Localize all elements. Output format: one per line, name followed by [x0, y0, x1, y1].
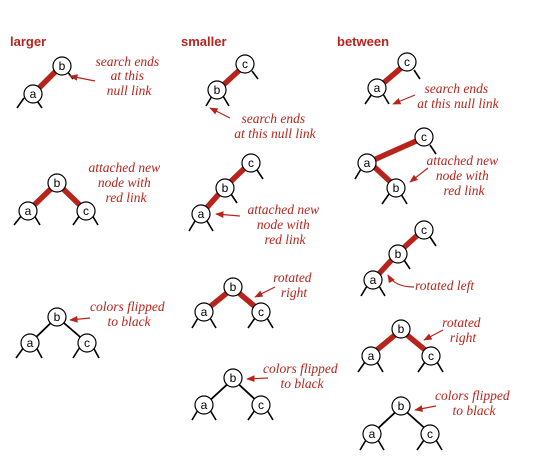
header-smaller: smaller	[181, 34, 227, 49]
annotation: rotated right	[442, 315, 484, 345]
node-key: c	[428, 349, 434, 363]
annotation: search ends at this null link	[96, 54, 163, 98]
smaller-step-3: b a c rotated right	[191, 270, 315, 329]
node-key: b	[398, 322, 405, 336]
node-key: b	[222, 181, 229, 195]
node-key: a	[364, 156, 371, 170]
annotation: attached new node with red link	[89, 160, 164, 205]
node-key: c	[84, 336, 90, 350]
node-key: a	[30, 87, 37, 101]
node-key: a	[27, 336, 34, 350]
smaller-step-4: b a c colors flipped to black	[191, 361, 341, 421]
larger-step-3: b a c colors flipped to black	[15, 299, 168, 359]
smaller-step-2: c b a attached new node with red link	[188, 153, 323, 247]
node-key: a	[25, 204, 32, 218]
node-key: c	[421, 130, 427, 144]
node-key: b	[214, 83, 221, 97]
annotation: rotated right	[273, 270, 315, 300]
node-key: b	[395, 247, 402, 261]
node-key: b	[230, 280, 237, 294]
header-between: between	[337, 34, 389, 49]
header-larger: larger	[10, 34, 46, 49]
node-key: c	[258, 305, 264, 319]
node-key: b	[54, 176, 61, 190]
node-key: c	[248, 156, 254, 170]
node-key: c	[258, 398, 264, 412]
node-key: a	[201, 305, 208, 319]
node-key: a	[201, 398, 208, 412]
node-key: a	[374, 81, 381, 95]
annotation: attached new node with red link	[427, 153, 502, 198]
node-key: b	[54, 310, 61, 324]
annotation: rotated left	[415, 278, 475, 293]
node-key: a	[369, 427, 376, 441]
node-key: b	[59, 59, 66, 73]
between-step-2: c a b attached new node with red link	[354, 127, 502, 205]
node-key: a	[368, 349, 375, 363]
larger-step-1: a b search ends at this null link	[16, 54, 163, 109]
annotation: search ends at this null link	[417, 81, 499, 111]
between-step-3: c b a rotated left	[360, 220, 475, 297]
node-key: a	[370, 273, 377, 287]
node-key: c	[404, 55, 410, 69]
larger-step-2: b a c attached new node with red link	[13, 160, 164, 226]
between-step-5: b a c colors flipped to black	[359, 388, 513, 451]
annotation: search ends at this null link	[234, 111, 316, 141]
between-step-4: b a c rotated right	[357, 315, 484, 373]
between-step-1: c a search ends at this null link	[364, 52, 500, 111]
node-key: c	[427, 427, 433, 441]
node-key: c	[83, 204, 89, 218]
smaller-step-1: c b search ends at this null link	[205, 54, 317, 141]
node-key: c	[242, 57, 248, 71]
node-key: b	[398, 399, 405, 413]
node-key: b	[230, 371, 237, 385]
annotation: colors flipped to black	[90, 299, 168, 329]
node-key: a	[198, 207, 205, 221]
node-key: b	[393, 181, 400, 195]
annotation: attached new node with red link	[248, 202, 323, 247]
annotation: colors flipped to black	[435, 388, 513, 418]
node-key: c	[421, 223, 427, 237]
annotation: colors flipped to black	[263, 361, 341, 391]
